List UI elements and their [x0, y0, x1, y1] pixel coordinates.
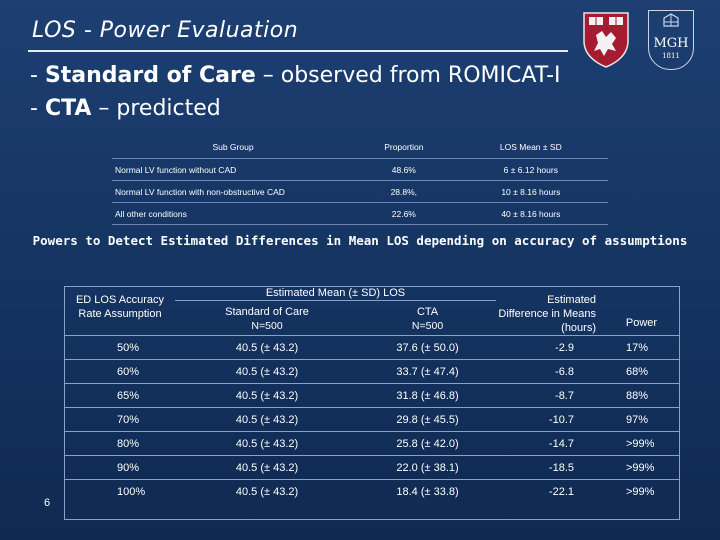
column-header-difference: Estimated Difference in Means (hours): [498, 294, 596, 334]
page-number: 6: [44, 497, 51, 509]
difference-cell: -14.7: [496, 431, 604, 456]
cta-cell: 33.7 (± 47.4): [359, 359, 496, 384]
cta-cell: 22.0 (± 38.1): [359, 455, 496, 480]
bullet-dash: -: [30, 63, 45, 88]
los-cell: 6 ± 6.12 hours: [453, 158, 608, 181]
subgroup-cell: Normal LV function without CAD: [112, 158, 354, 181]
table-row: 80% 40.5 (± 43.2) 25.8 (± 42.0) -14.7 >9…: [65, 431, 679, 456]
cta-cell: 29.8 (± 45.5): [359, 407, 496, 432]
table-row: 100% 40.5 (± 43.2) 18.4 (± 33.8) -22.1 >…: [65, 479, 679, 503]
power-cell: 97%: [604, 407, 679, 432]
table-row: 90% 40.5 (± 43.2) 22.0 (± 38.1) -18.5 >9…: [65, 455, 679, 480]
column-header-subgroup: Sub Group: [212, 142, 254, 152]
rate-cell: 100%: [65, 479, 175, 503]
column-header-los: LOS Mean ± SD: [499, 142, 562, 152]
subgroup-table-header: Sub Group Proportion LOS Mean ± SD: [112, 136, 608, 159]
soc-cell: 40.5 (± 43.2): [175, 335, 360, 360]
bullet-bold-text: CTA: [44, 96, 92, 121]
bullet-bold-text: Standard of Care: [44, 63, 256, 88]
bullet-standard-of-care: - Standard of Care – observed from ROMIC…: [30, 63, 561, 88]
power-table-subheader: Standard of Care N=500 CTA N=500: [65, 300, 679, 335]
table-row: Normal LV function without CAD 48.6% 6 ±…: [112, 158, 608, 181]
mgh-logo: MGH 1811: [640, 8, 704, 78]
mgh-logo-year: 1811: [662, 52, 680, 60]
soc-cell: 40.5 (± 43.2): [175, 383, 360, 408]
title-divider: [28, 50, 568, 52]
difference-cell: -10.7: [496, 407, 604, 432]
los-cell: 10 ± 8.16 hours: [453, 180, 608, 203]
rate-cell: 50%: [65, 335, 175, 360]
cta-n: N=500: [411, 319, 444, 332]
power-cell: >99%: [604, 431, 679, 456]
rate-cell: 80%: [65, 431, 175, 456]
rate-cell: 60%: [65, 359, 175, 384]
soc-cell: 40.5 (± 43.2): [175, 431, 360, 456]
cta-cell: 18.4 (± 33.8): [359, 479, 496, 503]
cta-cell: 31.8 (± 46.8): [359, 383, 496, 408]
slide-title: LOS - Power Evaluation: [32, 18, 299, 43]
standard-of-care-label: Standard of Care: [225, 305, 309, 318]
harvard-shield-logo: [583, 12, 629, 68]
difference-cell: -2.9: [496, 335, 604, 360]
table-row: 70% 40.5 (± 43.2) 29.8 (± 45.5) -10.7 97…: [65, 407, 679, 432]
difference-cell: -6.8: [496, 359, 604, 384]
section-heading: Powers to Detect Estimated Differences i…: [32, 233, 688, 248]
table-row: 50% 40.5 (± 43.2) 37.6 (± 50.0) -2.9 17%: [65, 335, 679, 360]
column-header-estimated-mean: Estimated Mean (± SD) LOS: [175, 287, 496, 301]
cta-label: CTA: [416, 305, 439, 318]
power-cell: 68%: [604, 359, 679, 384]
difference-cell: -8.7: [496, 383, 604, 408]
subgroup-cell: All other conditions: [112, 202, 354, 225]
proportion-cell: 48.6%: [354, 158, 454, 181]
power-cell: 88%: [604, 383, 679, 408]
mgh-logo-text: MGH: [653, 36, 689, 51]
bullet-text: – predicted: [91, 96, 221, 121]
los-cell: 40 ± 8.16 hours: [453, 202, 608, 225]
power-cell: >99%: [604, 455, 679, 480]
bullet-dash: -: [30, 96, 45, 121]
soc-cell: 40.5 (± 43.2): [175, 407, 360, 432]
proportion-cell: 28.8%,: [354, 180, 454, 203]
bullet-cta: - CTA – predicted: [30, 96, 221, 121]
bullet-text: – observed from ROMICAT-I: [255, 63, 561, 88]
difference-cell: -18.5: [496, 455, 604, 480]
mgh-logo-frame: [648, 10, 694, 70]
rate-cell: 90%: [65, 455, 175, 480]
soc-cell: 40.5 (± 43.2): [175, 455, 360, 480]
difference-cell: -22.1: [496, 479, 604, 503]
column-header-standard-of-care: Standard of Care N=500: [175, 300, 359, 335]
table-row: Normal LV function with non-obstructive …: [112, 180, 608, 203]
table-row: All other conditions 22.6% 40 ± 8.16 hou…: [112, 202, 608, 225]
rate-cell: 65%: [65, 383, 175, 408]
cta-cell: 37.6 (± 50.0): [359, 335, 496, 360]
power-table-frame: ED LOS Accuracy Rate Assumption Estimate…: [64, 286, 680, 520]
power-table-header: ED LOS Accuracy Rate Assumption Estimate…: [65, 287, 679, 334]
column-header-power: Power: [625, 317, 658, 329]
table-row: 65% 40.5 (± 43.2) 31.8 (± 46.8) -8.7 88%: [65, 383, 679, 408]
proportion-cell: 22.6%: [354, 202, 454, 225]
cta-cell: 25.8 (± 42.0): [359, 431, 496, 456]
soc-cell: 40.5 (± 43.2): [175, 479, 360, 503]
column-header-cta: CTA N=500: [359, 300, 496, 335]
subgroup-table: Sub Group Proportion LOS Mean ± SD Norma…: [112, 136, 608, 225]
subgroup-cell: Normal LV function with non-obstructive …: [112, 180, 354, 203]
standard-of-care-n: N=500: [251, 319, 283, 332]
mgh-emblem-icon: [663, 13, 679, 27]
power-cell: >99%: [604, 479, 679, 503]
column-header-proportion: Proportion: [384, 142, 424, 152]
column-header-ed-los: ED LOS Accuracy Rate Assumption: [75, 294, 165, 320]
rate-cell: 70%: [65, 407, 175, 432]
power-table: ED LOS Accuracy Rate Assumption Estimate…: [65, 287, 679, 503]
power-cell: 17%: [604, 335, 679, 360]
table-row: 60% 40.5 (± 43.2) 33.7 (± 47.4) -6.8 68%: [65, 359, 679, 384]
soc-cell: 40.5 (± 43.2): [175, 359, 360, 384]
